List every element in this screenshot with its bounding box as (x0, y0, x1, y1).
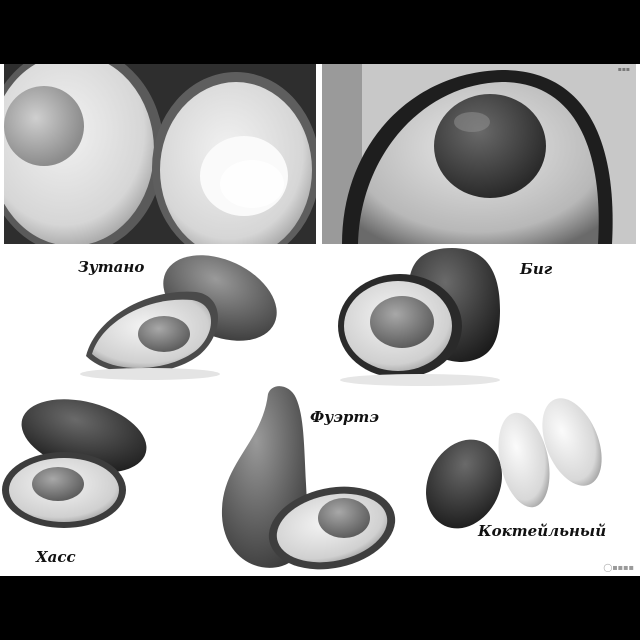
two-halves-drawing (4, 64, 316, 244)
half-with-seed-drawing (322, 64, 636, 244)
zutano-avocado (80, 255, 277, 380)
label-cocktail: Коктейльный (478, 522, 607, 540)
corner-tag: ▪▪▪ (617, 66, 630, 73)
watermark-icon: ◯▪▪▪▪ (603, 563, 634, 572)
label-big: Биг (520, 260, 553, 278)
label-hass: Хасс (36, 548, 76, 566)
fuerte-avocado (221, 386, 396, 570)
label-fuerte: Фуэртэ (310, 408, 379, 426)
cocktail-avocado (426, 398, 602, 529)
label-zutano: Зутано (78, 258, 145, 276)
photo-two-halves (4, 64, 316, 244)
photo-half-with-seed: ▪▪▪ (322, 64, 636, 244)
avocado-varieties-collage: ▪▪▪ (0, 64, 640, 576)
hass-avocado (2, 399, 147, 528)
left-half-seed (4, 86, 84, 166)
varieties-drawing (2, 248, 602, 570)
big-avocado (338, 248, 500, 386)
half-seed (434, 94, 546, 198)
